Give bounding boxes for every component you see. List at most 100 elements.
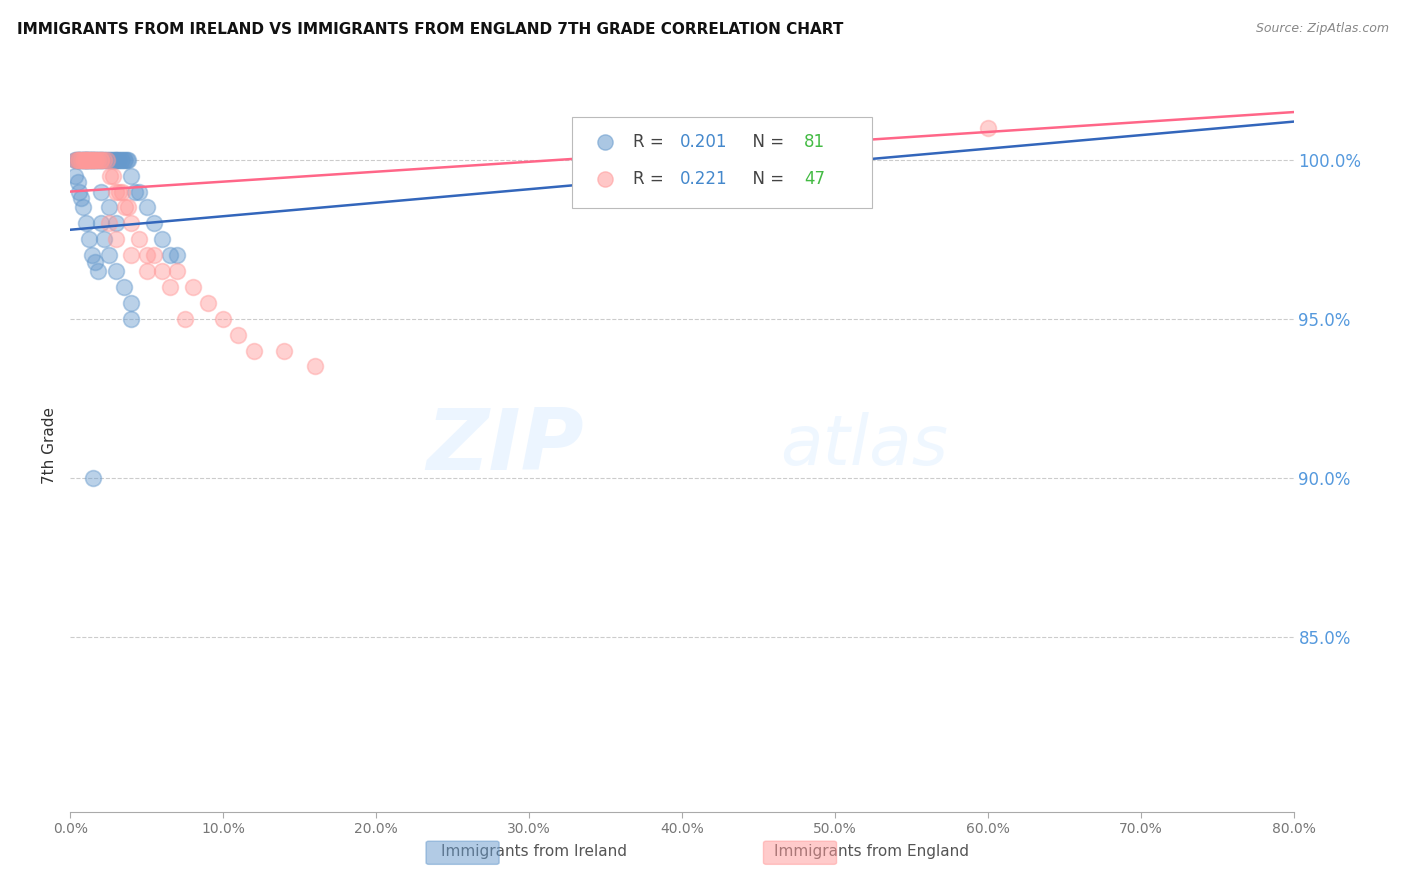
Point (143, 248, 166, 262)
Point (105, 216, 128, 230)
Point (117, 153, 139, 167)
Point (73, 153, 96, 167)
Point (97, 153, 120, 167)
Point (96, 153, 118, 167)
Point (87, 153, 110, 167)
Point (83, 153, 105, 167)
Point (121, 248, 143, 262)
Text: R =: R = (633, 134, 669, 152)
Point (117, 201, 139, 215)
Point (150, 232, 173, 246)
Point (70, 191, 93, 205)
Point (80, 153, 103, 167)
Point (97, 201, 120, 215)
Point (304, 359, 326, 374)
Point (114, 153, 136, 167)
Point (80, 153, 103, 167)
Text: N =: N = (742, 134, 789, 152)
Point (105, 232, 128, 246)
Point (98, 153, 121, 167)
Point (135, 201, 157, 215)
Point (159, 280, 181, 294)
Point (83, 153, 105, 167)
Point (107, 153, 129, 167)
Point (91, 153, 114, 167)
Point (89, 153, 111, 167)
Point (83, 153, 105, 167)
Point (75, 153, 97, 167)
Text: IMMIGRANTS FROM IRELAND VS IMMIGRANTS FROM ENGLAND 7TH GRADE CORRELATION CHART: IMMIGRANTS FROM IRELAND VS IMMIGRANTS FR… (17, 22, 844, 37)
Point (93, 153, 115, 167)
Point (82, 153, 104, 167)
Point (121, 169, 143, 183)
Point (76, 153, 98, 167)
Point (63, 169, 86, 183)
Point (181, 280, 204, 294)
Point (66, 153, 89, 167)
Point (96, 153, 118, 167)
Point (66, 153, 89, 167)
Text: ZIP: ZIP (426, 404, 583, 488)
Point (105, 185, 128, 199)
Point (110, 153, 132, 167)
Point (166, 248, 188, 262)
Point (90, 153, 112, 167)
Point (104, 153, 127, 167)
Point (111, 153, 134, 167)
Point (90, 153, 112, 167)
Point (72, 153, 94, 167)
Point (65, 153, 87, 167)
Point (174, 311, 197, 326)
Point (121, 216, 143, 230)
Text: 81: 81 (804, 134, 825, 152)
Point (94, 153, 117, 167)
Point (135, 248, 157, 262)
Point (79, 153, 101, 167)
Point (105, 153, 128, 167)
Point (124, 185, 146, 199)
Point (69, 153, 91, 167)
Point (80, 248, 103, 262)
Point (121, 296, 143, 310)
Text: 47: 47 (804, 170, 825, 188)
Point (77, 232, 100, 246)
Point (82, 471, 104, 485)
Point (93, 232, 115, 246)
Y-axis label: 7th Grade: 7th Grade (42, 408, 58, 484)
Point (75, 216, 97, 230)
Point (73, 153, 96, 167)
Point (69, 185, 91, 199)
Point (82, 153, 104, 167)
Point (112, 280, 135, 294)
Point (112, 153, 135, 167)
Point (105, 153, 128, 167)
Text: N =: N = (742, 170, 789, 188)
Point (76, 153, 98, 167)
Point (84, 153, 107, 167)
Point (135, 264, 157, 278)
Point (115, 153, 138, 167)
Text: Immigrants from Ireland: Immigrants from Ireland (441, 845, 627, 859)
Point (150, 264, 173, 278)
Point (77, 153, 100, 167)
Point (75, 153, 97, 167)
Point (72, 153, 94, 167)
Point (166, 264, 188, 278)
Point (69, 153, 91, 167)
Point (197, 296, 219, 310)
Text: atlas: atlas (780, 412, 948, 480)
Text: Immigrants from England: Immigrants from England (775, 845, 969, 859)
Point (87, 264, 110, 278)
Point (87, 153, 110, 167)
Point (93, 153, 115, 167)
Text: 0.221: 0.221 (679, 170, 727, 188)
Point (273, 343, 295, 358)
Point (75, 153, 97, 167)
Point (111, 185, 134, 199)
Text: 0.201: 0.201 (679, 134, 727, 152)
Point (75, 153, 97, 167)
Point (108, 153, 131, 167)
Point (97, 248, 120, 262)
Point (75, 153, 97, 167)
Point (63, 153, 86, 167)
